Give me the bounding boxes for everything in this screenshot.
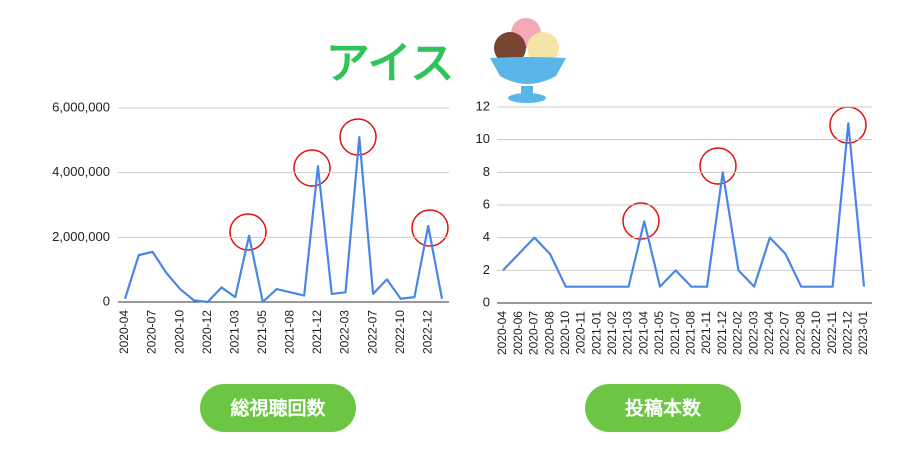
x-tick-label: 2020-12 — [200, 310, 214, 354]
ice-cream-icon — [490, 18, 566, 103]
x-tick-label: 2020-06 — [511, 311, 525, 355]
x-tick-label: 2020-10 — [558, 311, 572, 355]
y-tick-label: 12 — [476, 98, 490, 113]
page-title: アイス — [326, 38, 454, 89]
line-series — [123, 136, 444, 304]
title-pill — [200, 384, 356, 432]
x-tick-label: 2021-05 — [652, 311, 666, 355]
x-tick-label: 2022-03 — [338, 310, 352, 354]
x-tick-label: 2022-12 — [420, 310, 434, 354]
x-tick-label: 2020-08 — [542, 311, 556, 355]
x-tick-label: 2021-08 — [684, 311, 698, 355]
y-tick-label: 8 — [483, 164, 490, 179]
x-tick-label: 2021-11 — [699, 311, 713, 354]
x-tick-label: 2020-04 — [117, 310, 131, 354]
y-tick-label: 6 — [483, 196, 490, 211]
x-tick-label: 2020-07 — [527, 311, 541, 355]
x-tick-label: 2021-03 — [227, 310, 241, 354]
x-tick-label: 2020-10 — [172, 310, 186, 354]
line-series — [502, 122, 866, 288]
x-tick-label: 2022-02 — [731, 311, 745, 355]
y-tick-label: 6,000,000 — [52, 99, 110, 114]
x-tick-label: 2022-10 — [393, 310, 407, 354]
x-tick-label: 2020-11 — [574, 311, 588, 354]
x-tick-label: 2021-05 — [255, 310, 269, 354]
x-tick-label: 2022-07 — [365, 310, 379, 354]
x-tick-label: 2021-12 — [715, 311, 729, 355]
x-tick-label: 2021-07 — [668, 311, 682, 355]
x-tick-label: 2021-12 — [310, 310, 324, 354]
y-tick-label: 10 — [476, 131, 490, 146]
x-tick-label: 2020-07 — [145, 310, 159, 354]
x-tick-label: 2021-02 — [605, 311, 619, 355]
x-tick-label: 2022-08 — [793, 311, 807, 355]
x-tick-label: 2021-04 — [636, 311, 650, 355]
y-tick-label: 4 — [483, 229, 490, 244]
y-tick-label: 0 — [103, 293, 110, 308]
x-tick-label: 2022-11 — [825, 311, 839, 354]
y-tick-label: 4,000,000 — [52, 164, 110, 179]
x-tick-label: 2022-03 — [746, 311, 760, 355]
chart-title: 総視聴回数 — [230, 397, 326, 420]
x-tick-label: 2020-04 — [495, 311, 509, 355]
x-tick-label: 2022-12 — [840, 311, 854, 355]
x-tick-label: 2022-10 — [809, 311, 823, 355]
chart-title: 投稿本数 — [625, 397, 702, 420]
y-tick-label: 0 — [483, 294, 490, 309]
x-tick-label: 2021-08 — [283, 310, 297, 354]
x-tick-label: 2021-01 — [589, 311, 603, 355]
x-tick-label: 2022-07 — [778, 311, 792, 355]
x-tick-label: 2023-01 — [856, 311, 870, 355]
x-tick-label: 2022-04 — [762, 311, 776, 355]
y-tick-label: 2,000,000 — [52, 229, 110, 244]
y-tick-label: 2 — [483, 262, 490, 277]
x-tick-label: 2021-03 — [621, 311, 635, 355]
title-pill — [585, 384, 741, 432]
